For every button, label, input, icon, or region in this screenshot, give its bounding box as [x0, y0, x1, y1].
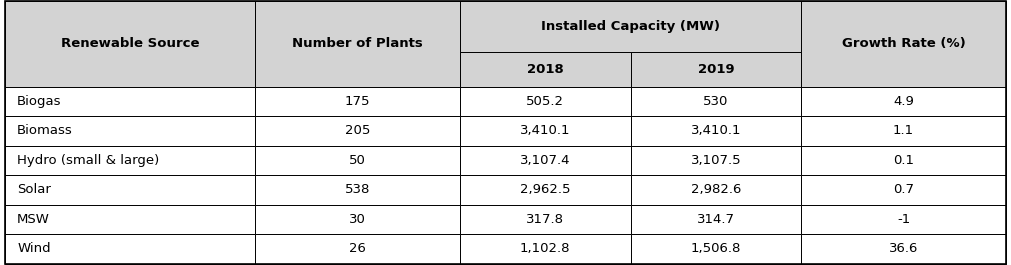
Bar — [801, 175, 1006, 205]
Text: 26: 26 — [349, 242, 366, 255]
Bar — [801, 1, 1006, 87]
Text: 505.2: 505.2 — [527, 95, 564, 108]
Text: Wind: Wind — [17, 242, 51, 255]
Bar — [460, 205, 631, 234]
Text: 36.6: 36.6 — [889, 242, 918, 255]
Bar — [5, 116, 255, 146]
Text: 50: 50 — [349, 154, 366, 167]
Bar — [631, 205, 801, 234]
Bar — [5, 234, 255, 264]
Text: 3,107.4: 3,107.4 — [520, 154, 570, 167]
Text: Biomass: Biomass — [17, 124, 73, 137]
Text: Biogas: Biogas — [17, 95, 62, 108]
Bar — [631, 52, 801, 87]
Bar — [460, 87, 631, 116]
Text: 0.1: 0.1 — [893, 154, 914, 167]
Bar — [255, 87, 460, 116]
Text: Hydro (small & large): Hydro (small & large) — [17, 154, 160, 167]
Text: 2,982.6: 2,982.6 — [691, 183, 741, 196]
Text: 3,410.1: 3,410.1 — [520, 124, 570, 137]
Text: 3,107.5: 3,107.5 — [691, 154, 741, 167]
Text: 0.7: 0.7 — [893, 183, 914, 196]
Text: 4.9: 4.9 — [893, 95, 914, 108]
Bar — [631, 234, 801, 264]
Bar — [255, 175, 460, 205]
Text: 3,410.1: 3,410.1 — [691, 124, 741, 137]
Bar — [801, 146, 1006, 175]
Text: 2019: 2019 — [698, 63, 734, 76]
Bar — [5, 87, 255, 116]
Bar — [5, 1, 255, 87]
Text: 2018: 2018 — [527, 63, 564, 76]
Bar — [460, 116, 631, 146]
Text: 2,962.5: 2,962.5 — [520, 183, 570, 196]
Bar — [631, 116, 801, 146]
Bar — [460, 234, 631, 264]
Text: 314.7: 314.7 — [697, 213, 735, 226]
Bar — [801, 116, 1006, 146]
Text: 1,506.8: 1,506.8 — [691, 242, 741, 255]
Text: Installed Capacity (MW): Installed Capacity (MW) — [541, 20, 720, 33]
Bar — [801, 234, 1006, 264]
Bar — [255, 116, 460, 146]
Text: Renewable Source: Renewable Source — [61, 37, 199, 50]
Text: Number of Plants: Number of Plants — [292, 37, 423, 50]
Bar — [460, 52, 631, 87]
Text: 30: 30 — [349, 213, 366, 226]
Text: 317.8: 317.8 — [527, 213, 564, 226]
Bar — [801, 205, 1006, 234]
Bar — [631, 146, 801, 175]
Bar — [255, 1, 460, 87]
Bar — [255, 146, 460, 175]
Text: 175: 175 — [345, 95, 370, 108]
Text: MSW: MSW — [17, 213, 51, 226]
Bar — [460, 175, 631, 205]
Bar — [801, 87, 1006, 116]
Text: Solar: Solar — [17, 183, 52, 196]
Bar — [5, 146, 255, 175]
Text: Growth Rate (%): Growth Rate (%) — [842, 37, 966, 50]
Text: 1,102.8: 1,102.8 — [520, 242, 570, 255]
Text: 538: 538 — [345, 183, 370, 196]
Bar — [631, 175, 801, 205]
Bar — [5, 175, 255, 205]
Bar — [255, 205, 460, 234]
Bar — [255, 234, 460, 264]
Text: -1: -1 — [897, 213, 910, 226]
Bar — [460, 146, 631, 175]
Text: 205: 205 — [345, 124, 370, 137]
Bar — [631, 87, 801, 116]
Bar — [5, 205, 255, 234]
Text: 530: 530 — [704, 95, 729, 108]
Bar — [460, 1, 801, 52]
Text: 1.1: 1.1 — [893, 124, 914, 137]
